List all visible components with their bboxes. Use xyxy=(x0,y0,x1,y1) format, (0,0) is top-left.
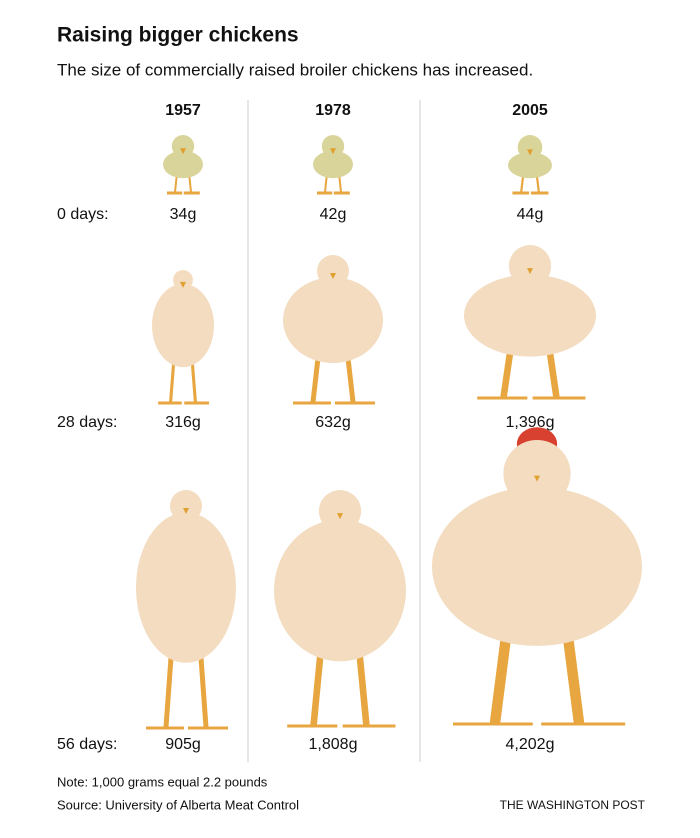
head xyxy=(318,490,362,533)
leg xyxy=(546,351,560,398)
beak xyxy=(527,268,533,275)
chicken-illustration xyxy=(283,255,383,405)
weight-label: 1,808g xyxy=(309,736,358,753)
head xyxy=(517,135,543,160)
body xyxy=(508,152,552,179)
beak xyxy=(527,149,533,156)
chicken-illustration xyxy=(136,490,236,730)
row-label: 28 days: xyxy=(57,414,117,431)
weight-label: 1,396g xyxy=(506,414,555,431)
leg xyxy=(163,657,174,728)
chicken-illustration xyxy=(163,135,203,195)
beak xyxy=(183,508,189,514)
head xyxy=(171,135,195,158)
body xyxy=(163,150,203,179)
subtitle: The size of commercially raised broiler … xyxy=(57,60,533,79)
leg xyxy=(190,362,197,403)
body xyxy=(313,150,353,179)
leg xyxy=(563,640,585,724)
leg xyxy=(198,657,209,728)
leg xyxy=(356,656,370,726)
note: Note: 1,000 grams equal 2.2 pounds xyxy=(57,774,268,789)
weight-label: 44g xyxy=(517,206,544,223)
leg xyxy=(500,351,514,398)
weight-label: 4,202g xyxy=(506,736,555,753)
weight-label: 316g xyxy=(165,414,201,431)
leg xyxy=(310,656,324,726)
weight-label: 905g xyxy=(165,736,201,753)
body xyxy=(152,283,214,368)
head xyxy=(170,490,202,522)
body xyxy=(283,277,383,364)
chicken-illustration xyxy=(152,270,214,405)
beak xyxy=(330,148,336,155)
body xyxy=(432,487,642,646)
chicken-illustration xyxy=(432,427,642,726)
beak xyxy=(180,281,186,288)
body xyxy=(136,512,236,663)
weight-label: 34g xyxy=(170,206,197,223)
leg xyxy=(345,357,356,403)
row-label: 0 days: xyxy=(57,206,109,223)
leg xyxy=(169,362,176,403)
head xyxy=(173,270,193,290)
head xyxy=(503,440,571,508)
title: Raising bigger chickens xyxy=(57,24,299,47)
leg xyxy=(489,640,511,724)
chicken-illustration xyxy=(274,490,406,728)
leg xyxy=(310,357,321,403)
body xyxy=(464,274,596,357)
column-header: 1978 xyxy=(315,102,351,119)
weight-label: 632g xyxy=(315,414,351,431)
beak xyxy=(180,148,186,155)
beak xyxy=(330,273,336,279)
chicken-illustration xyxy=(464,245,596,400)
head xyxy=(508,245,552,288)
head xyxy=(321,135,345,158)
credit: THE WASHINGTON POST xyxy=(500,798,646,812)
row-label: 56 days: xyxy=(57,736,117,753)
body xyxy=(274,519,406,662)
chicken-illustration xyxy=(313,135,353,195)
head xyxy=(317,255,349,287)
column-header: 1957 xyxy=(165,102,201,119)
source: Source: University of Alberta Meat Contr… xyxy=(57,797,299,812)
chicken-illustration xyxy=(508,135,552,195)
beak xyxy=(534,475,540,482)
weight-label: 42g xyxy=(320,206,347,223)
beak xyxy=(337,513,343,520)
column-header: 2005 xyxy=(512,102,548,119)
